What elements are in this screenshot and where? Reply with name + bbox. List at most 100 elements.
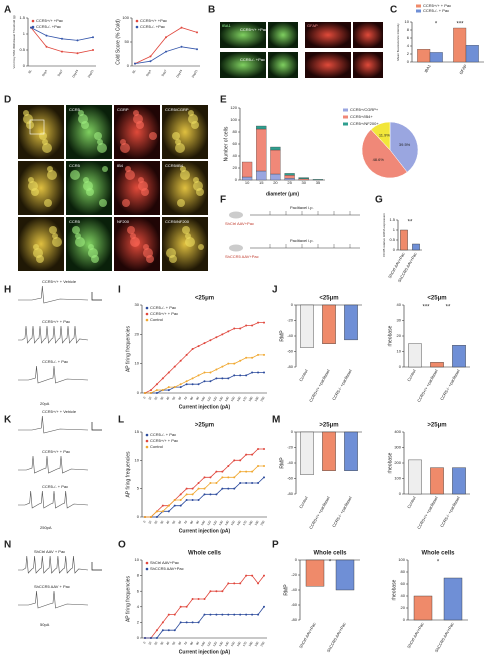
data-point — [245, 482, 248, 484]
data-point — [92, 49, 94, 51]
y-tick-label: -20 — [291, 572, 298, 577]
data-point — [167, 389, 170, 392]
x-tick-label: 90 — [195, 396, 200, 401]
legend-marker — [135, 19, 139, 23]
x-tick-label: 50 — [171, 641, 176, 646]
x-tick-label: 130 — [218, 396, 224, 403]
cell — [52, 237, 62, 247]
bar — [241, 161, 253, 178]
voltage-trace — [18, 490, 89, 509]
slice-label: 48.6% — [373, 157, 385, 162]
chart-title: Whole cells — [188, 551, 222, 557]
x-tick-label: 130 — [218, 641, 224, 648]
legend-label: CCR5+/CGRP+ — [350, 107, 379, 112]
cell — [191, 121, 199, 129]
cell — [42, 143, 52, 153]
legend-marker — [145, 318, 149, 322]
data-point — [197, 345, 200, 348]
data-point — [155, 637, 158, 639]
voltage-trace — [18, 415, 89, 434]
data-point — [245, 613, 248, 616]
data-point — [173, 629, 176, 632]
data-point — [227, 377, 230, 380]
cell — [70, 170, 80, 180]
data-point — [233, 613, 236, 616]
image-label: GFAP — [307, 23, 318, 28]
cell — [127, 226, 135, 234]
data-point — [167, 371, 170, 374]
x-tick-label: 120 — [212, 641, 218, 648]
bar — [305, 559, 325, 587]
data-point — [149, 392, 152, 394]
data-point — [251, 371, 254, 374]
data-point — [167, 510, 170, 513]
data-point — [233, 362, 236, 365]
data-point — [227, 487, 230, 490]
legend-marker — [145, 312, 149, 316]
slice-label: 39.5% — [399, 142, 411, 147]
scale-bar — [91, 422, 102, 431]
data-point — [30, 26, 32, 29]
cell — [172, 132, 180, 140]
y-tick-label: 0 — [393, 247, 396, 252]
cell — [99, 199, 107, 207]
x-tick-label: 20 — [153, 396, 158, 401]
y-tick-label: 0.5 — [19, 47, 25, 52]
micrograph — [18, 161, 64, 215]
legend-marker — [145, 306, 149, 310]
panel-letter: J — [272, 285, 278, 296]
y-tick-label: -40 — [287, 333, 294, 338]
data-point — [221, 333, 224, 336]
trace-label: CCR5+/+ + Pac — [42, 319, 70, 324]
trace-label: ShCCR5 AAV + Pac — [34, 584, 70, 589]
series-line — [30, 27, 94, 54]
data-point — [191, 487, 194, 490]
y-axis-label: AP firing frequencies — [125, 575, 131, 622]
x-axis-label: diameter (μm) — [266, 191, 299, 197]
legend-marker — [145, 445, 149, 449]
y-tick-label: 8 — [407, 27, 410, 32]
x-tick-label: ShCtrl AAV+Pac — [406, 622, 425, 650]
data-point — [251, 574, 254, 577]
panel-letter: H — [4, 285, 11, 296]
cell — [91, 255, 99, 263]
significance: ** — [408, 220, 413, 226]
y-tick-label: 15 — [135, 429, 140, 434]
cell — [125, 170, 135, 180]
cell — [94, 132, 102, 140]
panel-letter: B — [208, 5, 215, 16]
data-point — [197, 499, 200, 501]
legend-swatch — [416, 9, 421, 13]
data-point — [263, 371, 265, 374]
bar — [298, 178, 309, 181]
y-tick-label: 2 — [137, 619, 140, 624]
y-tick-label: 0 — [291, 429, 294, 434]
x-tick-label: Day14 — [175, 69, 183, 79]
y-tick-label: 10 — [135, 457, 140, 462]
data-point — [233, 582, 236, 585]
data-point — [161, 389, 164, 392]
data-point — [61, 50, 63, 53]
pie-slice — [361, 129, 408, 179]
y-tick-label: 1 — [393, 227, 396, 232]
data-point — [263, 353, 265, 356]
x-tick-label: 140 — [224, 520, 230, 527]
cell — [39, 132, 47, 140]
data-point — [191, 598, 194, 600]
x-tick-label: 80 — [189, 396, 194, 401]
panel-letter: P — [272, 540, 279, 551]
x-tick-label: Control — [298, 495, 309, 509]
y-tick-label: 400 — [394, 429, 401, 434]
data-point — [45, 34, 48, 37]
data-point — [251, 482, 254, 484]
bar — [417, 49, 431, 63]
legend-marker — [145, 439, 149, 443]
y-tick-label: 100 — [230, 117, 237, 122]
y-axis-label: RMP — [279, 330, 285, 342]
micrograph — [268, 52, 298, 78]
y-tick-label: 0 — [399, 491, 402, 496]
significance: * — [329, 560, 332, 566]
x-tick-label: Day21 — [87, 69, 95, 79]
x-tick-label: 80 — [189, 520, 194, 525]
y-tick-label: 80 — [233, 129, 238, 134]
